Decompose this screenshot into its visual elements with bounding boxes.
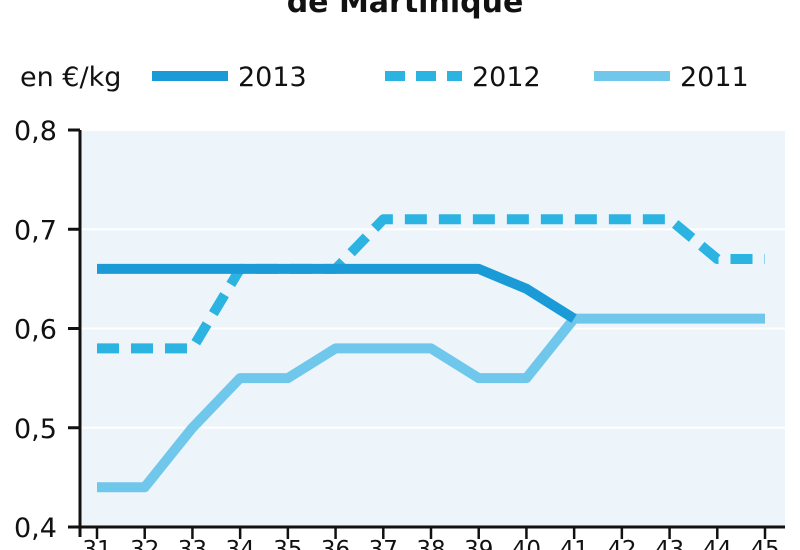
y-tick-label: 0,6 — [14, 315, 57, 346]
chart-title: de Martinique — [287, 0, 524, 20]
x-tick-label: 38 — [416, 537, 445, 550]
series-line-2013 — [97, 263, 577, 323]
unit-label: en €/kg — [20, 62, 121, 93]
x-tick-label: 34 — [226, 537, 255, 550]
series-line-2012 — [97, 214, 765, 354]
y-tick-label: 0,7 — [14, 215, 57, 246]
x-tick-label: 41 — [560, 537, 589, 550]
legend-label-2011: 2011 — [680, 62, 749, 93]
x-tick-label: 40 — [512, 537, 541, 550]
x-tick-label: 31 — [82, 537, 111, 550]
y-tick-label: 0,5 — [14, 414, 57, 445]
axes: 0,4 0,5 0,6 0,7 0,8 31 32 33 34 35 36 37 38 39 40 41 42 4… — [14, 116, 785, 550]
legend-label-2012: 2012 — [472, 62, 541, 93]
y-tick-label: 0,8 — [14, 116, 57, 147]
legend-label-2013: 2013 — [238, 62, 307, 93]
legend: 2013 2012 2011 — [152, 62, 749, 93]
x-tick-label: 36 — [321, 537, 350, 550]
x-tick-label: 33 — [178, 537, 207, 550]
x-tick-label: 43 — [655, 537, 684, 550]
y-tick-label: 0,4 — [14, 513, 57, 544]
x-tick-label: 42 — [607, 537, 636, 550]
series-lines — [97, 214, 765, 493]
x-tick-label: 45 — [750, 537, 779, 550]
x-tick-label: 35 — [273, 537, 302, 550]
x-tick-label: 37 — [369, 537, 398, 550]
x-tick-label: 39 — [464, 537, 493, 550]
x-tick-label: 32 — [130, 537, 159, 550]
series-line-2011 — [97, 313, 765, 493]
x-tick-label: 44 — [703, 537, 732, 550]
